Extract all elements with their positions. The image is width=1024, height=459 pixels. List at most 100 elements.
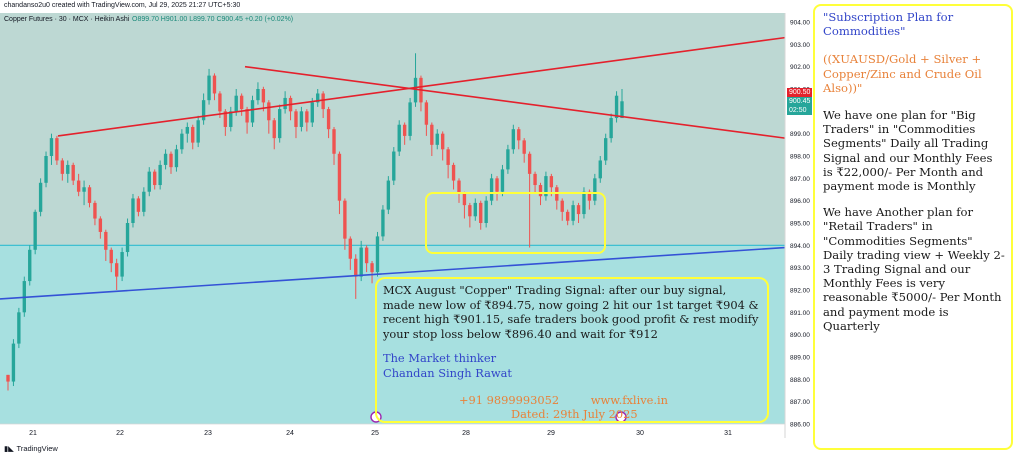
candle-body[interactable]: [435, 133, 439, 145]
candle-body[interactable]: [55, 138, 59, 161]
candle-body[interactable]: [549, 176, 554, 188]
candle-body[interactable]: [245, 109, 249, 123]
candle-body[interactable]: [114, 263, 119, 277]
candle-body[interactable]: [321, 93, 325, 110]
candle-body[interactable]: [462, 193, 467, 206]
candle-body[interactable]: [218, 93, 222, 112]
candle-body[interactable]: [316, 93, 320, 103]
candle-body[interactable]: [332, 129, 336, 154]
candle-body[interactable]: [527, 153, 532, 174]
candle-body[interactable]: [326, 109, 331, 130]
candle-body[interactable]: [489, 178, 494, 201]
candle-body[interactable]: [33, 211, 37, 250]
candle-body[interactable]: [375, 236, 380, 273]
candle-body[interactable]: [473, 202, 477, 217]
candle-body[interactable]: [158, 164, 162, 186]
candle-body[interactable]: [49, 138, 54, 156]
candle-body[interactable]: [104, 231, 108, 250]
candle-body[interactable]: [386, 180, 391, 210]
candle-body[interactable]: [495, 178, 499, 192]
candle-body[interactable]: [468, 205, 472, 217]
candle-body[interactable]: [294, 111, 298, 127]
candle-body[interactable]: [310, 102, 314, 123]
candle-body[interactable]: [109, 249, 113, 264]
candle-body[interactable]: [93, 202, 97, 219]
candle-body[interactable]: [131, 198, 135, 223]
candle-body[interactable]: [587, 191, 592, 201]
candle-body[interactable]: [598, 160, 602, 179]
candle-body[interactable]: [364, 247, 369, 264]
candle-body[interactable]: [223, 111, 228, 127]
candle-body[interactable]: [87, 187, 92, 203]
candle-body[interactable]: [571, 205, 575, 221]
candle-body[interactable]: [201, 100, 206, 121]
candle-body[interactable]: [397, 124, 401, 152]
candle-body[interactable]: [147, 171, 151, 192]
yellow-box-lows[interactable]: [425, 192, 606, 254]
candle-body[interactable]: [446, 149, 450, 165]
trendline-falling-resistance[interactable]: [244, 65, 786, 139]
trendline-rising-support[interactable]: [0, 246, 786, 300]
candle-body[interactable]: [120, 252, 124, 277]
candle-body[interactable]: [169, 153, 173, 168]
candle-body[interactable]: [604, 138, 608, 161]
candle-body[interactable]: [234, 95, 238, 112]
candle-body[interactable]: [6, 374, 10, 382]
candle-body[interactable]: [272, 120, 276, 139]
candle-body[interactable]: [441, 133, 445, 150]
candle-body[interactable]: [17, 312, 21, 344]
candle-body[interactable]: [180, 133, 184, 150]
candle-body[interactable]: [370, 263, 374, 273]
candle-body[interactable]: [408, 102, 412, 136]
candle-body[interactable]: [517, 129, 521, 141]
tradingview-logo[interactable]: ▮◣ TradingView: [4, 444, 58, 453]
candle-body[interactable]: [576, 205, 581, 215]
candle-body[interactable]: [136, 198, 141, 212]
candle-body[interactable]: [544, 176, 548, 197]
candle-body[interactable]: [44, 156, 48, 183]
candle-body[interactable]: [142, 191, 146, 212]
website[interactable]: www.fxlive.in: [590, 392, 668, 407]
candle-body[interactable]: [71, 164, 75, 181]
time-axis[interactable]: 21 22 23 24 25 28 29 30 31: [29, 430, 732, 437]
candle-body[interactable]: [359, 247, 363, 277]
candle-body[interactable]: [392, 151, 396, 181]
candle-body[interactable]: [66, 164, 70, 174]
candle-body[interactable]: [337, 153, 342, 201]
candle-body[interactable]: [239, 95, 244, 110]
candle-body[interactable]: [343, 200, 347, 239]
candle-body[interactable]: [402, 124, 407, 136]
candle-body[interactable]: [163, 153, 168, 165]
candle-body[interactable]: [348, 238, 353, 259]
candle-body[interactable]: [277, 109, 282, 139]
candle-body[interactable]: [424, 102, 429, 125]
candle-body[interactable]: [479, 202, 483, 223]
candle-body[interactable]: [354, 258, 358, 277]
candle-body[interactable]: [511, 129, 516, 150]
candle-body[interactable]: [451, 164, 456, 181]
candle-body[interactable]: [506, 149, 510, 170]
candle-body[interactable]: [229, 111, 233, 127]
candle-body[interactable]: [533, 173, 537, 186]
candle-body[interactable]: [500, 169, 505, 192]
candle-body[interactable]: [261, 89, 266, 103]
candle-body[interactable]: [430, 124, 434, 145]
price-axis[interactable]: 886.00 887.00 888.00 889.00 890.00 891.00 892.…: [790, 20, 810, 429]
candle-body[interactable]: [212, 75, 217, 94]
candle-body[interactable]: [620, 101, 624, 119]
candle-body[interactable]: [76, 180, 81, 192]
symbol-title[interactable]: Copper Futures · 30 · MCX · Heikin Ashi: [4, 16, 130, 23]
trendline-rising-resistance[interactable]: [57, 36, 786, 137]
candle-body[interactable]: [560, 200, 564, 212]
candle-body[interactable]: [82, 187, 86, 192]
candle-body[interactable]: [582, 191, 586, 215]
candle-body[interactable]: [305, 111, 309, 123]
candle-body[interactable]: [38, 182, 43, 212]
candle-body[interactable]: [522, 140, 526, 154]
candle-body[interactable]: [207, 75, 211, 101]
candle-body[interactable]: [196, 120, 200, 143]
candle-body[interactable]: [256, 89, 260, 101]
candle-body[interactable]: [153, 171, 157, 186]
candle-body[interactable]: [381, 209, 385, 237]
